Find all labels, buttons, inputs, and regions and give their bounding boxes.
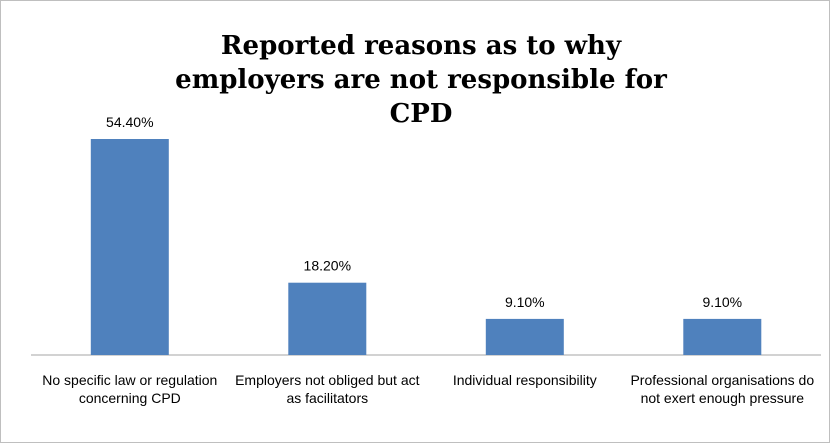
data-label-2: 18.20% bbox=[304, 258, 351, 274]
category-label-4: Professional organisations do not exert … bbox=[630, 372, 815, 406]
data-label-4: 9.10% bbox=[702, 294, 742, 310]
data-label-1: 54.40% bbox=[106, 114, 153, 130]
bar-1 bbox=[90, 139, 169, 355]
data-label-3: 9.10% bbox=[505, 294, 545, 310]
category-label-2: Employers not obliged but act as facilit… bbox=[235, 372, 420, 406]
chart-title: Reported reasons as to why employers are… bbox=[175, 31, 667, 129]
bar-3 bbox=[485, 318, 564, 355]
bar-4 bbox=[683, 318, 762, 355]
category-label-1: No specific law or regulation concerning… bbox=[42, 372, 218, 406]
category-label-3: Individual responsibility bbox=[452, 372, 597, 388]
bar-2 bbox=[288, 282, 367, 355]
